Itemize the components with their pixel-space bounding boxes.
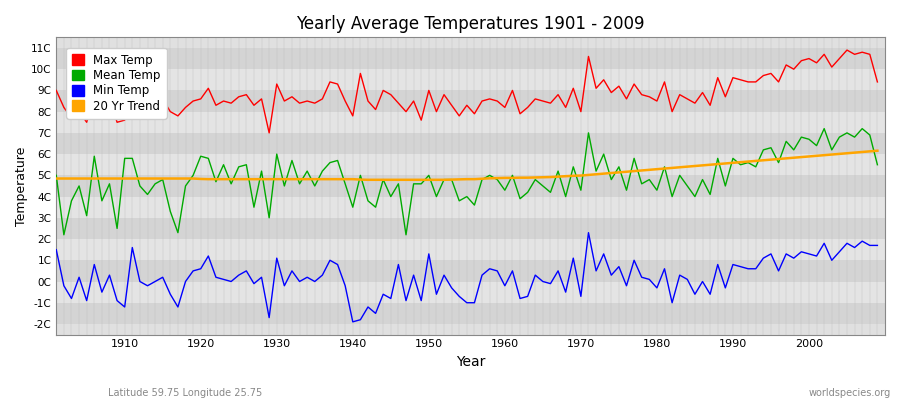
Bar — [57, 69, 885, 90]
Title: Yearly Average Temperatures 1901 - 2009: Yearly Average Temperatures 1901 - 2009 — [296, 15, 645, 33]
Bar — [57, 133, 885, 154]
Text: Latitude 59.75 Longitude 25.75: Latitude 59.75 Longitude 25.75 — [108, 388, 262, 398]
Bar — [57, 48, 885, 69]
Bar — [57, 218, 885, 239]
Bar — [57, 154, 885, 175]
Y-axis label: Temperature: Temperature — [15, 146, 28, 226]
Text: worldspecies.org: worldspecies.org — [809, 388, 891, 398]
Bar — [57, 282, 885, 303]
Bar — [57, 239, 885, 260]
Bar — [57, 303, 885, 324]
Bar — [57, 175, 885, 196]
Bar — [57, 90, 885, 112]
X-axis label: Year: Year — [456, 355, 485, 369]
Bar — [57, 260, 885, 282]
Bar — [57, 196, 885, 218]
Bar — [57, 112, 885, 133]
Legend: Max Temp, Mean Temp, Min Temp, 20 Yr Trend: Max Temp, Mean Temp, Min Temp, 20 Yr Tre… — [67, 48, 166, 118]
